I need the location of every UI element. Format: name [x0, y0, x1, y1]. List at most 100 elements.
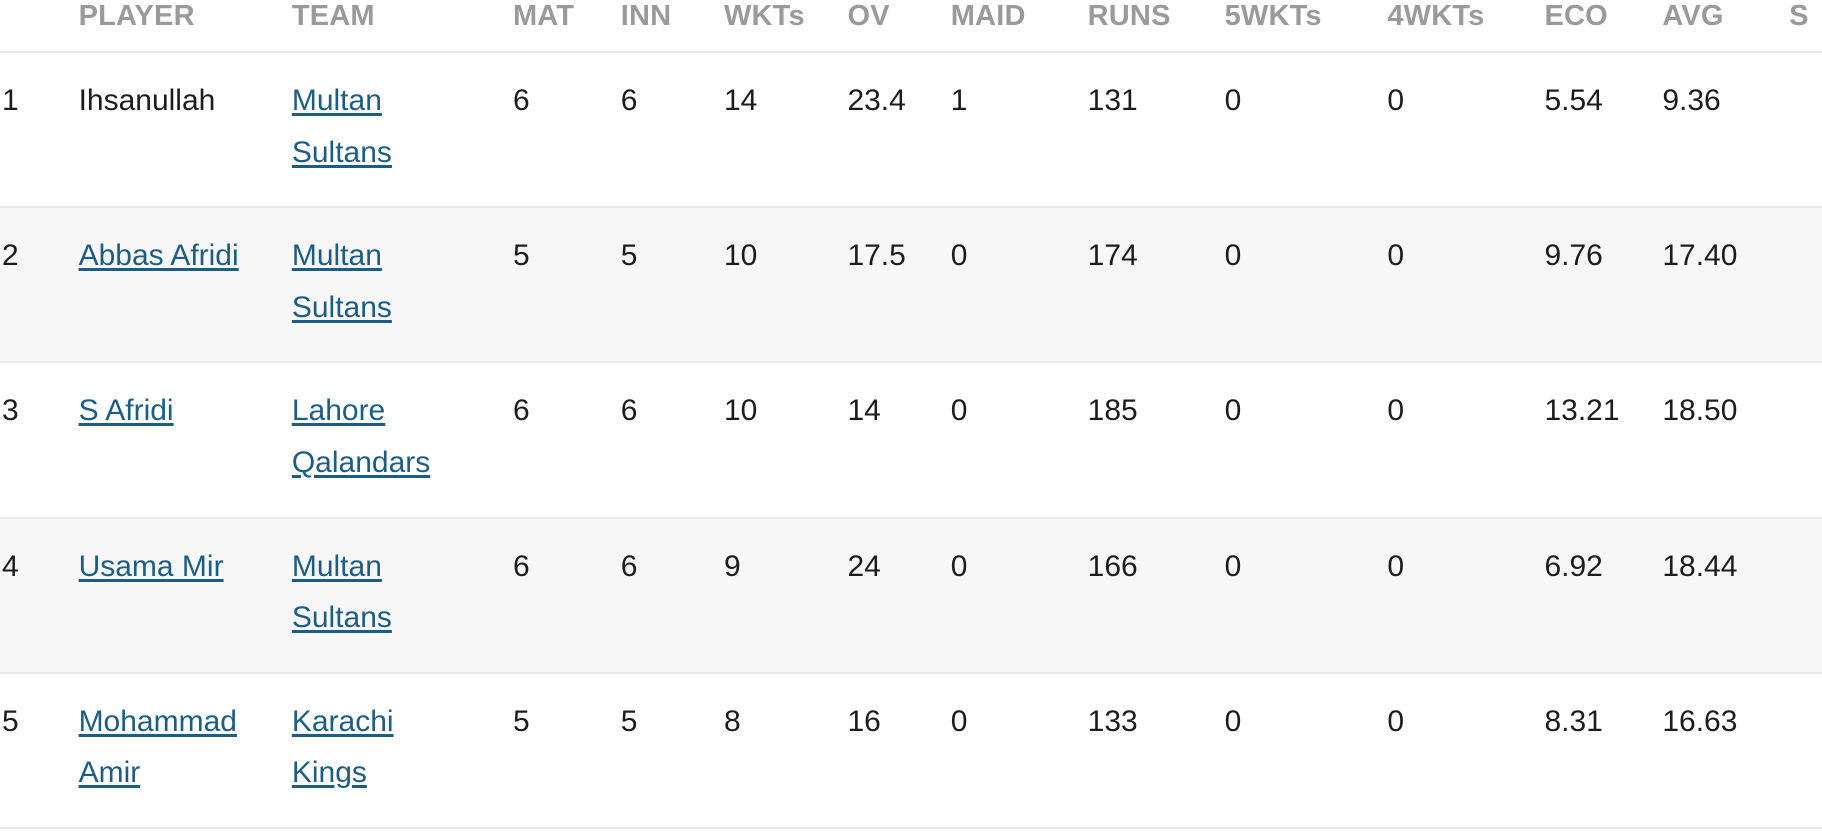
column-header-player[interactable]: PLAYER — [78, 0, 292, 53]
cell-eco: 6.92 — [1544, 517, 1663, 674]
cell-player: Abbas Afridi — [78, 207, 292, 364]
cell-maid: 0 — [950, 362, 1088, 519]
cell-maid: 0 — [950, 207, 1088, 364]
team-link[interactable]: Karachi Kings — [291, 704, 394, 790]
cell-inn: 6 — [620, 52, 724, 209]
table-row[interactable]: 2 Abbas Afridi Multan Sultans 5 5 10 17.… — [0, 207, 1822, 364]
cell-ov: 24 — [847, 517, 951, 674]
cell-mat: 6 — [512, 362, 621, 519]
table-body: 1 Ihsanullah Multan Sultans 6 6 14 23.4 … — [0, 52, 1822, 829]
column-header-mat[interactable]: MAT — [512, 0, 621, 53]
column-header-runs[interactable]: RUNS — [1087, 0, 1225, 53]
cell-player: Mohammad Amir — [78, 672, 292, 829]
table-header: PLAYER TEAM MAT INN WKTs OV MAID RUNS 5W… — [0, 0, 1822, 53]
player-link[interactable]: Abbas Afridi — [78, 239, 239, 273]
cell-sr — [1789, 517, 1822, 674]
column-header-team[interactable]: TEAM — [291, 0, 513, 53]
cell-ov: 14 — [847, 362, 951, 519]
cell-inn: 6 — [620, 517, 724, 674]
team-link[interactable]: Lahore Qalandars — [291, 394, 431, 479]
team-link[interactable]: Multan Sultans — [291, 549, 392, 635]
cell-team: Multan Sultans — [291, 52, 513, 209]
cell-ov: 16 — [847, 672, 951, 829]
cell-mat: 6 — [512, 52, 621, 209]
cell-position: 4 — [0, 517, 79, 674]
cell-player: S Afridi — [78, 362, 292, 519]
cell-eco: 13.21 — [1544, 362, 1663, 519]
player-name: Ihsanullah — [78, 84, 216, 117]
cell-wkts: 14 — [723, 52, 848, 209]
cell-sr — [1789, 362, 1822, 519]
table-row[interactable]: 3 S Afridi Lahore Qalandars 6 6 10 14 0 … — [0, 362, 1822, 519]
cell-4wkts: 0 — [1387, 52, 1545, 209]
cell-runs: 131 — [1087, 52, 1225, 209]
cell-team: Multan Sultans — [291, 517, 513, 674]
cell-wkts: 10 — [723, 207, 848, 364]
cell-4wkts: 0 — [1387, 672, 1545, 829]
column-header-sr[interactable]: S — [1789, 0, 1822, 53]
cell-player: Ihsanullah — [78, 52, 292, 209]
cell-sr — [1789, 207, 1822, 364]
column-header-inn[interactable]: INN — [620, 0, 724, 53]
cell-inn: 5 — [620, 207, 724, 364]
column-header-wkts[interactable]: WKTs — [723, 0, 848, 53]
cell-eco: 5.54 — [1544, 52, 1663, 209]
cell-inn: 6 — [620, 362, 724, 519]
cell-eco: 8.31 — [1544, 672, 1663, 829]
table-header-row: PLAYER TEAM MAT INN WKTs OV MAID RUNS 5W… — [0, 0, 1822, 53]
player-link[interactable]: S Afridi — [78, 394, 174, 428]
column-header-maid[interactable]: MAID — [950, 0, 1088, 53]
column-header-5wkts[interactable]: 5WKTs — [1224, 0, 1388, 53]
cell-4wkts: 0 — [1387, 207, 1545, 364]
cell-5wkts: 0 — [1224, 52, 1388, 209]
cell-player: Usama Mir — [78, 517, 292, 674]
cell-avg: 18.50 — [1662, 362, 1790, 519]
cell-position: 3 — [0, 362, 79, 519]
player-link[interactable]: Mohammad Amir — [78, 704, 237, 790]
cell-runs: 185 — [1087, 362, 1225, 519]
cell-wkts: 9 — [723, 517, 848, 674]
team-link[interactable]: Multan Sultans — [291, 239, 392, 324]
cell-wkts: 10 — [723, 362, 848, 519]
cell-runs: 166 — [1087, 517, 1225, 674]
table-row[interactable]: 4 Usama Mir Multan Sultans 6 6 9 24 0 16… — [0, 517, 1822, 674]
cell-ov: 23.4 — [847, 52, 951, 209]
cell-5wkts: 0 — [1224, 672, 1388, 829]
column-header-4wkts[interactable]: 4WKTs — [1387, 0, 1545, 53]
cell-5wkts: 0 — [1224, 362, 1388, 519]
cell-eco: 9.76 — [1544, 207, 1663, 364]
cell-avg: 17.40 — [1662, 207, 1790, 364]
cell-mat: 5 — [512, 672, 621, 829]
cell-wkts: 8 — [723, 672, 848, 829]
cell-avg: 16.63 — [1662, 672, 1790, 829]
cell-sr — [1789, 672, 1822, 829]
column-header-position[interactable] — [0, 0, 79, 53]
cell-avg: 9.36 — [1662, 52, 1790, 209]
cell-position: 5 — [0, 672, 79, 829]
column-header-avg[interactable]: AVG — [1662, 0, 1790, 53]
cell-team: Karachi Kings — [291, 672, 513, 829]
column-header-ov[interactable]: OV — [847, 0, 951, 53]
cell-maid: 1 — [950, 52, 1088, 209]
cell-position: 1 — [0, 52, 79, 209]
cell-4wkts: 0 — [1387, 517, 1545, 674]
table-row[interactable]: 1 Ihsanullah Multan Sultans 6 6 14 23.4 … — [0, 52, 1822, 209]
cell-inn: 5 — [620, 672, 724, 829]
cell-team: Multan Sultans — [291, 207, 513, 364]
column-header-eco[interactable]: ECO — [1544, 0, 1663, 53]
cell-team: Lahore Qalandars — [291, 362, 513, 519]
cell-maid: 0 — [950, 517, 1088, 674]
cell-runs: 174 — [1087, 207, 1225, 364]
table-row[interactable]: 5 Mohammad Amir Karachi Kings 5 5 8 16 0… — [0, 672, 1822, 829]
team-link[interactable]: Multan Sultans — [291, 84, 392, 169]
cell-maid: 0 — [950, 672, 1088, 829]
cell-avg: 18.44 — [1662, 517, 1790, 674]
cell-runs: 133 — [1087, 672, 1225, 829]
cell-mat: 5 — [512, 207, 621, 364]
cell-position: 2 — [0, 207, 79, 364]
player-link[interactable]: Usama Mir — [78, 549, 224, 583]
cell-5wkts: 0 — [1224, 517, 1388, 674]
cell-sr — [1789, 52, 1822, 209]
